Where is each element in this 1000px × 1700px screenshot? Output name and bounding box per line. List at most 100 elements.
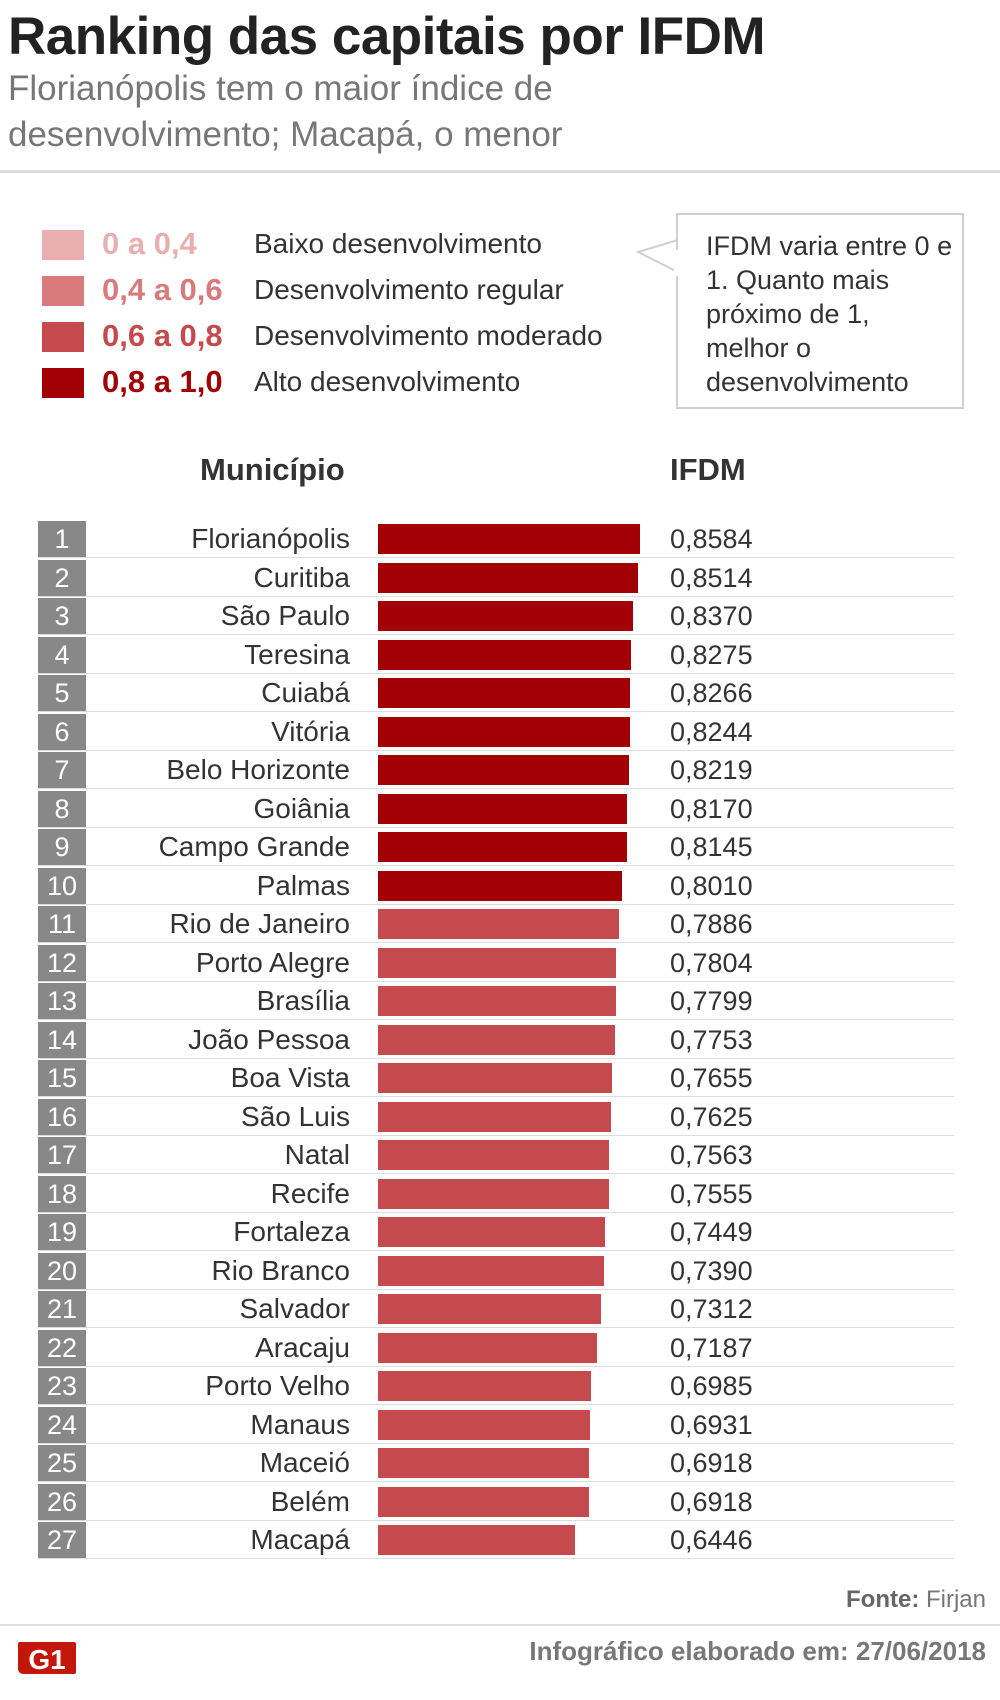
data-bar [378,1371,592,1401]
legend-item-regular: 0,4 a 0,6 Desenvolvimento regular [42,272,642,318]
data-bar [378,601,634,631]
rank-label: 6 [38,713,86,750]
data-label: 0,8370 [670,601,753,631]
data-label: 0,6918 [670,1448,753,1478]
data-label: 0,6918 [670,1486,753,1517]
legend-swatch-low [42,230,84,260]
category-label: Salvador [239,1293,350,1324]
category-label: Belém [270,1485,350,1517]
data-bar [378,870,623,901]
legend-label-regular: Desenvolvimento regular [254,274,564,305]
chart-row: 9 Campo Grande 0,8145 [0,829,1000,868]
data-label: 0,7312 [670,1294,753,1324]
chart-row: 21 Salvador 0,7312 [0,1291,1000,1330]
data-bar [378,1217,606,1247]
ranking-chart: 1 Florianópolis 0,8584 2 Curitiba 0,8514 3 São … [0,521,1000,1561]
data-bar [378,1140,609,1170]
chart-row: 25 Maceió 0,6918 [0,1445,1000,1484]
row-divider [38,1134,954,1136]
row-divider [38,788,954,789]
column-header-ifdm: IFDM [670,452,746,487]
rank-label: 16 [38,1098,86,1135]
chart-row: 11 Rio de Janeiro 0,7886 [0,906,1000,945]
rank-label: 3 [38,598,86,634]
category-label: Belo Horizonte [166,754,350,785]
rank-label: 24 [38,1406,86,1443]
data-bar [378,678,631,708]
row-divider [38,1019,954,1020]
row-divider [38,634,954,635]
category-label: São Paulo [220,600,350,631]
data-label: 0,7555 [670,1178,753,1209]
chart-row: 24 Manaus 0,6931 [0,1406,1000,1446]
rank-label: 20 [38,1252,86,1289]
data-bar [378,1486,590,1517]
row-divider [38,1365,954,1367]
rank-label: 14 [38,1021,86,1058]
data-bar [378,909,619,939]
category-label: Maceió [259,1447,350,1478]
rank-label: 17 [38,1137,86,1173]
chart-row: 1 Florianópolis 0,8584 [0,521,1000,560]
data-label: 0,8266 [670,678,753,708]
chart-row: 26 Belém 0,6918 [0,1483,1000,1523]
rank-label: 25 [38,1445,86,1481]
category-label: Palmas [256,869,350,901]
category-label: Aracaju [255,1331,350,1363]
data-label: 0,7753 [670,1024,753,1055]
row-divider [38,1481,954,1482]
category-label: Florianópolis [191,523,350,554]
data-bar [378,793,628,824]
rank-label: 13 [38,983,86,1019]
rank-label: 2 [38,559,86,596]
legend-item-moderate: 0,6 a 0,8 Desenvolvimento moderado [42,318,642,364]
rank-label: 21 [38,1291,86,1327]
rank-label: 26 [38,1483,86,1520]
row-divider [38,903,954,905]
chart-row: 17 Natal 0,7563 [0,1137,1000,1176]
chart-row: 15 Boa Vista 0,7655 [0,1060,1000,1099]
category-label: Teresina [244,638,350,670]
data-bar [378,1294,602,1324]
data-label: 0,8145 [670,832,753,862]
chart-row: 3 São Paulo 0,8370 [0,598,1000,637]
legend-range-regular: 0,4 a 0,6 [102,272,223,307]
row-divider [38,1096,954,1097]
data-bar [378,1448,590,1478]
chart-row: 10 Palmas 0,8010 [0,867,1000,907]
data-label: 0,8244 [670,716,753,747]
data-label: 0,7563 [670,1140,753,1170]
data-label: 0,8514 [670,562,753,593]
rank-label: 15 [38,1060,86,1096]
legend-item-low: 0 a 0,4 Baixo desenvolvimento [42,226,642,272]
data-bar [378,524,640,554]
category-label: Rio de Janeiro [169,908,350,939]
footer-note: Infográfico elaborado em: 27/06/2018 [529,1636,986,1666]
row-divider [38,595,954,597]
source-label: Fonte: [846,1586,920,1613]
rank-label: 27 [38,1522,86,1558]
row-divider [38,1173,954,1174]
data-bar [378,1101,611,1132]
data-bar [378,832,627,862]
data-label: 0,7886 [670,909,753,939]
chart-row: 18 Recife 0,7555 [0,1175,1000,1215]
data-bar [378,716,630,747]
legend-label-high: Alto desenvolvimento [254,366,521,397]
rank-label: 8 [38,790,86,827]
rank-label: 18 [38,1175,86,1212]
legend-range-low: 0 a 0,4 [102,226,197,261]
rank-label: 7 [38,752,86,788]
legend-label-low: Baixo desenvolvimento [254,228,542,259]
chart-row: 2 Curitiba 0,8514 [0,559,1000,599]
row-divider [38,942,954,943]
data-bar [378,639,631,670]
category-label: Brasília [256,985,350,1016]
legend-label-moderate: Desenvolvimento moderado [254,320,603,351]
category-label: Fortaleza [233,1216,350,1247]
data-label: 0,6446 [670,1525,753,1555]
legend-swatch-high [42,368,84,398]
data-label: 0,7449 [670,1217,753,1247]
chart-row: 23 Porto Velho 0,6985 [0,1368,1000,1407]
data-bar [378,755,629,785]
